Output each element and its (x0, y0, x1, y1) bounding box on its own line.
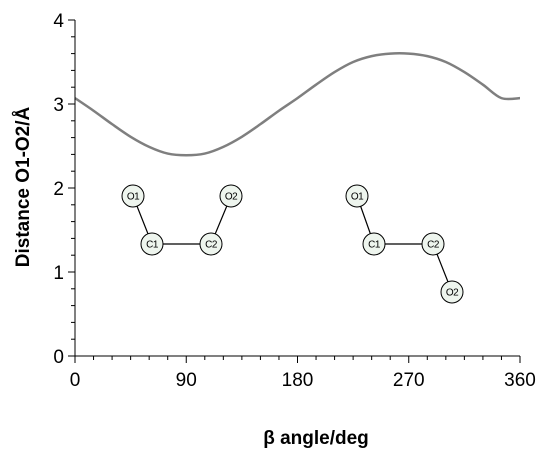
atom-label: O1 (127, 192, 140, 203)
x-tick-label: 270 (393, 370, 425, 391)
atom-node (219, 184, 243, 208)
atom-label: C2 (427, 240, 440, 251)
molecule-diagram: O1 C1 C2 O2 (121, 184, 243, 256)
x-tick-label: 360 (504, 370, 536, 391)
y-axis-title: Distance O1-O2/Å (13, 106, 34, 267)
atom-label: O2 (446, 288, 459, 299)
y-tick-label: 3 (53, 95, 64, 116)
atom-node (199, 232, 223, 256)
x-tick-label: 180 (282, 370, 314, 391)
axes (68, 19, 521, 363)
atom-label: C2 (205, 240, 218, 251)
atom-label: O1 (351, 192, 364, 203)
y-tick-label: 1 (53, 263, 64, 284)
y-tick-label: 0 (53, 347, 64, 368)
molecule-diagram: O1 C1 C2 O2 (345, 184, 464, 304)
atom-node (440, 280, 464, 304)
atom-label: O2 (225, 192, 238, 203)
molecule-structures: O1 C1 C2 O2 O1 C1 C2 O2 (121, 184, 464, 304)
x-tick-label: 90 (176, 370, 197, 391)
x-tick-label: 0 (70, 370, 81, 391)
y-tick-label: 4 (53, 11, 64, 32)
atom-node (121, 184, 145, 208)
x-axis-title: β angle/deg (263, 428, 369, 449)
curve-layer (74, 52, 521, 157)
atom-node (345, 184, 369, 208)
series-line (74, 52, 521, 157)
atom-label: C1 (368, 240, 381, 251)
tick-labels: 0 1 2 3 4 0 90 180 270 360 (53, 11, 535, 391)
y-tick-label: 2 (53, 179, 64, 200)
atom-label: C1 (146, 240, 159, 251)
atom-node (362, 232, 386, 256)
atom-node (140, 232, 164, 256)
atom-node (421, 232, 445, 256)
